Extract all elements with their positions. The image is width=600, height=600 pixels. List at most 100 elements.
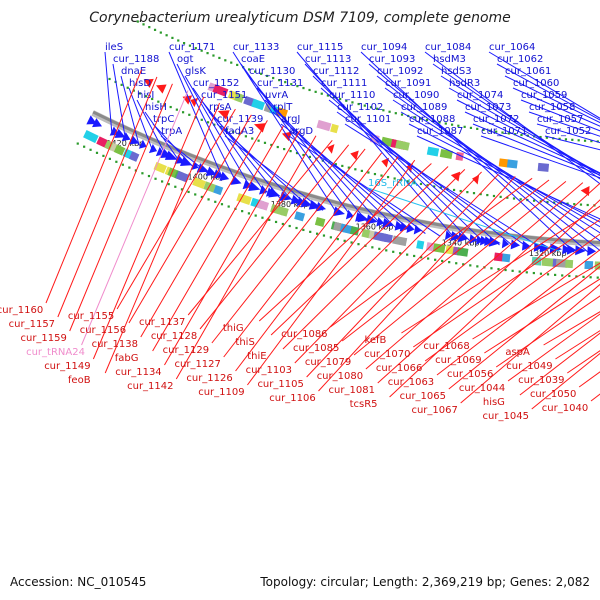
tick-dot bbox=[357, 102, 360, 106]
tick-dot bbox=[589, 276, 592, 279]
gene-label: cur_1039 bbox=[518, 375, 564, 386]
tick-dot bbox=[144, 95, 148, 98]
tick-dot bbox=[260, 72, 263, 75]
leader-line bbox=[353, 180, 567, 356]
tick-dot bbox=[376, 107, 379, 110]
tick-dot bbox=[261, 216, 264, 219]
tick-dot bbox=[367, 171, 370, 174]
tick-dot bbox=[385, 249, 388, 252]
tick-dot bbox=[459, 189, 462, 193]
gene-label: hisG bbox=[483, 397, 505, 408]
tick-dot bbox=[302, 228, 305, 232]
tick-dot bbox=[400, 178, 403, 182]
tick-dot bbox=[120, 83, 123, 86]
tick-dot bbox=[571, 138, 574, 141]
gene-label: cur_1171 bbox=[169, 42, 215, 53]
leader-line bbox=[436, 249, 600, 376]
tick-dot bbox=[532, 271, 535, 275]
gene-label: cur_1066 bbox=[376, 363, 422, 374]
leader-line bbox=[328, 99, 515, 248]
leader-line bbox=[484, 278, 600, 354]
tick-dot bbox=[153, 28, 157, 31]
reverse-gene-arrow bbox=[327, 144, 335, 154]
tick-dot bbox=[577, 139, 580, 142]
tick-dot bbox=[539, 272, 543, 275]
tick-dot bbox=[507, 132, 510, 135]
gene-label: dnaE bbox=[121, 66, 146, 77]
backbone-arc bbox=[92, 110, 600, 245]
leader-line bbox=[136, 99, 168, 158]
forward-gene-arrow bbox=[488, 236, 501, 247]
tick-dot bbox=[452, 188, 456, 192]
reverse-gene-arrow bbox=[381, 157, 390, 168]
forward-gene-arrow bbox=[128, 135, 140, 145]
leader-line bbox=[464, 111, 600, 175]
tick-dot bbox=[76, 142, 79, 145]
gene-label: argD bbox=[289, 126, 313, 137]
gene-label: cur_1152 bbox=[193, 78, 239, 89]
forward-gene-arrow bbox=[413, 224, 422, 235]
outer-feature-block bbox=[113, 144, 126, 156]
tick-dot bbox=[272, 76, 275, 80]
tick-dot bbox=[276, 145, 279, 149]
tick-dot bbox=[413, 254, 416, 258]
tick-dot bbox=[399, 252, 402, 255]
leader-line bbox=[282, 168, 466, 350]
tick-dot bbox=[448, 261, 451, 264]
leader-line bbox=[104, 51, 113, 134]
gene-label: cur_1060 bbox=[513, 78, 559, 89]
tick-dot bbox=[472, 192, 476, 195]
tick-dot bbox=[225, 128, 229, 131]
gene-label: cur_1087 bbox=[417, 126, 463, 137]
gene-label: ileS bbox=[105, 42, 123, 53]
tick-dot bbox=[512, 197, 516, 200]
gene-label: cur_1133 bbox=[233, 42, 279, 53]
forward-gene-arrow bbox=[138, 139, 147, 149]
tick-dot bbox=[136, 20, 139, 23]
tick-dot bbox=[187, 190, 190, 194]
leader-line bbox=[164, 130, 301, 366]
leader-line bbox=[520, 99, 600, 132]
gene-label: cur_1068 bbox=[423, 341, 469, 352]
leader-line bbox=[45, 69, 142, 304]
outer-feature-block bbox=[456, 247, 469, 257]
leader-line bbox=[519, 332, 600, 396]
tick-dot bbox=[281, 222, 284, 226]
gene-label: cur_1086 bbox=[281, 329, 327, 340]
outer-feature-block bbox=[83, 130, 99, 144]
tick-dot bbox=[182, 42, 186, 45]
gene-label: cur_1110 bbox=[329, 90, 375, 101]
tick-dot bbox=[108, 157, 111, 160]
gene-label: cur_1106 bbox=[269, 393, 315, 404]
tick-dot bbox=[148, 26, 151, 29]
inner-feature-block bbox=[498, 158, 509, 168]
tick-dot bbox=[386, 175, 390, 179]
gene-label: cur_1074 bbox=[457, 90, 503, 101]
leader-line bbox=[223, 152, 383, 358]
tick-dot bbox=[169, 105, 172, 109]
tick-dot bbox=[482, 128, 485, 131]
gene-label: hisD bbox=[129, 78, 151, 89]
leader-line bbox=[495, 295, 600, 368]
gene-label: hisI bbox=[137, 90, 154, 101]
tick-dot bbox=[519, 198, 522, 201]
tick-dot bbox=[266, 74, 269, 78]
gene-label: fadA3 bbox=[225, 126, 254, 137]
gene-label: 16S_rRNA bbox=[368, 178, 418, 189]
tick-dot bbox=[553, 201, 556, 204]
leader-line bbox=[488, 51, 600, 119]
tick-dot bbox=[575, 275, 578, 278]
tick-dot bbox=[559, 202, 562, 205]
leader-line bbox=[472, 123, 600, 176]
gene-label: cur_1081 bbox=[329, 385, 375, 396]
kbp-label: 1340 kbp bbox=[442, 239, 480, 248]
forward-gene-arrow bbox=[450, 231, 462, 242]
tick-dot bbox=[320, 92, 323, 95]
tick-dot bbox=[200, 195, 203, 199]
tick-dot bbox=[378, 247, 381, 250]
outer-feature-block bbox=[392, 235, 408, 247]
reverse-gene-arrow bbox=[350, 150, 359, 161]
leader-line bbox=[512, 87, 600, 127]
gene-label: cur_1056 bbox=[447, 369, 493, 380]
gene-label: hsdR3 bbox=[449, 78, 480, 89]
